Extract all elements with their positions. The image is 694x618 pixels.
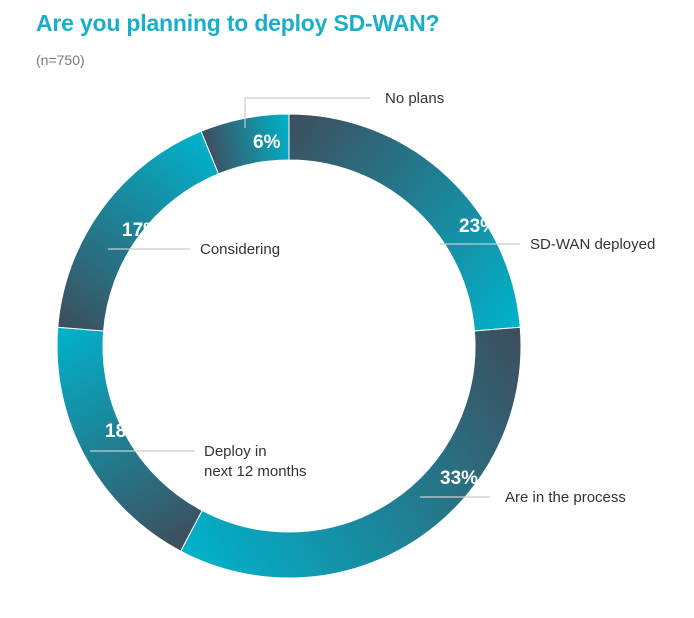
slice-value-label: 23% (459, 216, 497, 237)
donut-slice (179, 326, 522, 579)
chart-title: Are you planning to deploy SD-WAN? (36, 10, 440, 36)
slice-category-label: No plans (385, 90, 444, 107)
chart-subtitle: (n=750) (36, 52, 85, 68)
slice-value-label: 18% (105, 421, 143, 442)
slice-value-label: 6% (253, 132, 281, 153)
slice-category-label: SD-WAN deployed (530, 236, 655, 253)
leader-line (244, 97, 370, 128)
slice-category-label: Considering (200, 241, 280, 258)
slice-category-label: Are in the process (505, 489, 626, 506)
slice-value-label: 33% (440, 468, 478, 489)
slice-category-label: Deploy in (204, 443, 267, 460)
slice-category-label: next 12 months (204, 463, 307, 480)
slice-value-label: 17% (122, 220, 160, 241)
donut-slice (200, 113, 290, 175)
